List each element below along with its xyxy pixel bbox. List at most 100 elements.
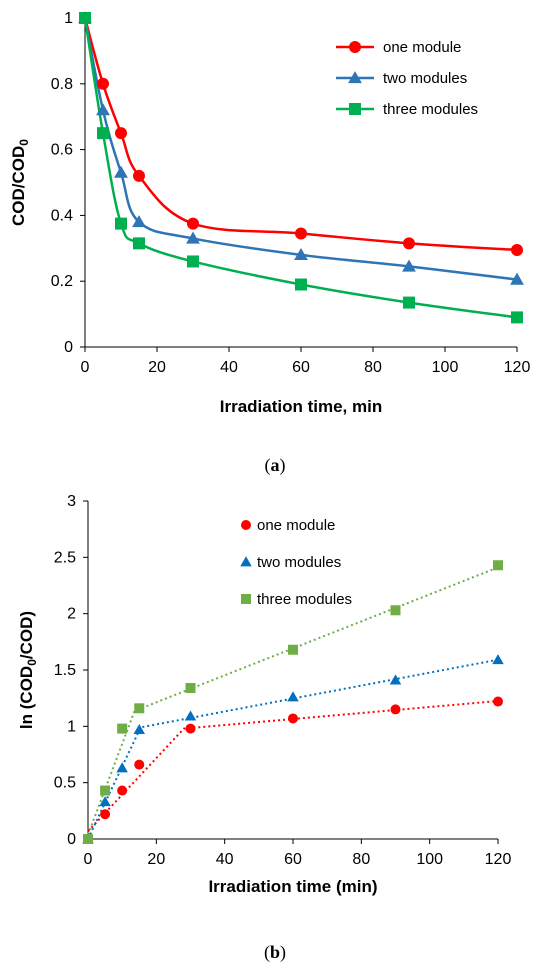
data-point-two-modules — [99, 796, 111, 807]
data-point-two-modules — [186, 231, 200, 244]
data-point-three-modules — [288, 644, 298, 655]
y-tick-label: 0 — [64, 339, 73, 356]
chart-b-caption: (b) — [264, 942, 286, 963]
data-point-two-modules — [510, 272, 524, 285]
data-point-two-modules — [184, 710, 197, 721]
data-point-three-modules — [185, 683, 196, 694]
y-tick-label: 2 — [67, 606, 76, 623]
chart-b-caption-close: ) — [280, 942, 286, 963]
chart-a-caption-close: ) — [280, 455, 286, 476]
chart-a: 0 20 40 60 80 100 120 0 0.2 0.4 0.6 0.8 1 one module… — [9, 10, 530, 476]
y-tick-label: 2.5 — [54, 549, 76, 566]
data-point-three-modules — [511, 311, 523, 324]
x-tick-label: 60 — [292, 359, 310, 376]
legend-swatch-marker — [241, 594, 251, 604]
data-point-one-module — [403, 237, 415, 250]
data-point-two-modules — [96, 103, 110, 116]
y-tick-label: 3 — [67, 493, 76, 510]
data-point-one-module — [295, 227, 307, 240]
data-point-three-modules — [79, 12, 91, 24]
x-tick-label: 20 — [148, 359, 166, 376]
data-point-three-modules — [83, 834, 93, 844]
y-tick-label: 0.5 — [54, 775, 76, 792]
data-point-one-module — [493, 696, 503, 707]
chart-a-caption: (a) — [265, 455, 286, 476]
chart-b-y-title-sub: 0 — [25, 659, 39, 666]
chart-b-x-axis-title: Irradiation time (min) — [208, 877, 377, 896]
data-point-three-modules — [115, 217, 127, 230]
chart-b-y-title-end: /COD) — [17, 611, 36, 659]
data-point-two-modules — [492, 654, 504, 665]
x-tick-label: 100 — [432, 359, 459, 376]
chart-a-y-title-sub: 0 — [17, 139, 31, 146]
y-tick-label: 1.5 — [54, 662, 76, 679]
data-point-one-module — [117, 785, 128, 796]
data-point-one-module — [288, 713, 298, 724]
legend-swatch-marker — [240, 556, 252, 567]
data-point-three-modules — [187, 255, 199, 268]
legend-label: one module — [257, 517, 335, 534]
data-point-three-modules — [133, 237, 145, 250]
chart-b: 0 20 40 60 80 100 120 0 0.5 1 1.5 2 2.5 3 one module t… — [17, 493, 511, 963]
legend-swatch-marker — [348, 71, 362, 84]
legend-item-one-module: one module — [336, 39, 461, 56]
y-tick-label: 1 — [67, 718, 76, 735]
data-point-one-module — [134, 759, 145, 770]
data-point-two-modules — [402, 259, 416, 272]
data-point-two-modules — [114, 165, 128, 178]
data-point-one-module — [100, 809, 111, 820]
chart-b-y-axis-title: ln (COD0/COD) — [17, 611, 39, 729]
data-point-one-module — [511, 243, 523, 256]
data-point-three-modules — [134, 703, 145, 714]
x-tick-label: 100 — [416, 851, 443, 868]
x-tick-label: 40 — [220, 359, 238, 376]
data-point-one-module — [390, 704, 401, 715]
data-point-three-modules — [295, 278, 307, 291]
y-tick-label: 0.2 — [51, 273, 73, 290]
legend-label: two modules — [383, 70, 467, 87]
legend-item-two-modules: two modules — [240, 554, 341, 571]
y-tick-label: 0.6 — [51, 142, 73, 159]
x-tick-label: 120 — [485, 851, 512, 868]
x-tick-label: 80 — [352, 851, 370, 868]
legend-label: one module — [383, 39, 461, 56]
series-line-two-modules — [83, 17, 518, 281]
chart-b-y-title-main: ln (COD — [17, 666, 36, 729]
chart-b-caption-letter: b — [270, 942, 280, 962]
x-tick-label: 0 — [81, 359, 90, 376]
x-tick-label: 20 — [147, 851, 165, 868]
x-tick-label: 120 — [504, 359, 531, 376]
legend-item-one-module: one module — [241, 517, 335, 534]
data-point-two-modules — [294, 247, 308, 261]
chart-b-caption-open: ( — [264, 942, 270, 963]
trend-line-two-modules — [87, 658, 499, 840]
data-point-three-modules — [493, 560, 503, 571]
y-tick-label: 1 — [64, 10, 73, 27]
data-point-one-module — [187, 217, 199, 230]
data-point-two-modules — [116, 762, 128, 773]
legend-label: three modules — [257, 591, 352, 608]
legend-item-two-modules: two modules — [336, 70, 467, 87]
data-point-three-modules — [390, 605, 401, 616]
legend-swatch-marker — [349, 103, 361, 115]
y-tick-label: 0.4 — [51, 207, 73, 224]
legend-swatch-marker — [349, 41, 361, 53]
chart-a-y-axis-title: COD/COD0 — [9, 139, 31, 226]
legend-swatch-marker — [241, 520, 251, 530]
data-point-one-module — [185, 723, 196, 734]
data-point-two-modules — [132, 215, 146, 228]
chart-a-caption-open: ( — [265, 455, 271, 476]
y-tick-label: 0 — [67, 831, 76, 848]
data-point-one-module — [115, 127, 127, 140]
data-point-three-modules — [403, 296, 415, 309]
data-point-two-modules — [389, 674, 402, 685]
legend-item-three-modules: three modules — [336, 101, 478, 118]
data-point-three-modules — [117, 723, 128, 734]
y-tick-label: 0.8 — [51, 76, 73, 93]
legend-label: two modules — [257, 554, 341, 571]
chart-a-y-title-main: COD/COD — [9, 146, 28, 226]
data-point-three-modules — [97, 127, 109, 140]
x-tick-label: 60 — [284, 851, 302, 868]
x-tick-label: 40 — [216, 851, 234, 868]
